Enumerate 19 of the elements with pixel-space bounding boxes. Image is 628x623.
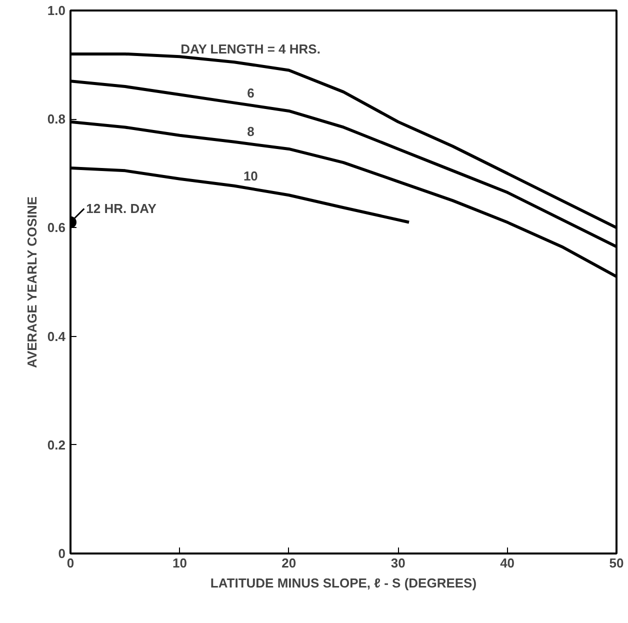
line-series [70, 166, 411, 224]
series-label: 10 [243, 168, 258, 184]
y-axis-title: AVERAGE YEARLY COSINE [24, 196, 40, 368]
x-axis-title: LATITUDE MINUS SLOPE, ℓ - S (DEGREES) [210, 576, 477, 590]
y-tick-label: 0.6 [47, 220, 66, 236]
series-label: 8 [247, 124, 254, 140]
y-tick-label: 1.0 [47, 3, 66, 18]
y-tick-label: 0 [58, 546, 66, 561]
y-tick-label: 0.4 [47, 328, 66, 344]
legend-label: 12 HR. DAY [86, 201, 157, 216]
y-tick-label: 0.2 [47, 437, 66, 452]
x-tick-label: 50 [609, 556, 624, 570]
x-tick-label: 30 [390, 556, 406, 570]
x-tick-label: 10 [172, 556, 187, 570]
x-tick-label: 20 [282, 556, 296, 570]
x-tick-label: 40 [500, 556, 515, 570]
series-label: 6 [247, 85, 254, 100]
y-tick-label: 0.8 [47, 112, 66, 127]
series-label: DAY LENGTH = 4 HRS. [180, 42, 320, 57]
